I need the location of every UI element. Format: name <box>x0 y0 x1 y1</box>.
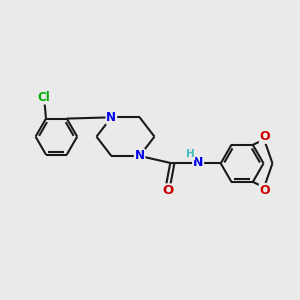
Text: N: N <box>135 149 145 162</box>
Text: N: N <box>106 111 116 124</box>
Text: N: N <box>193 156 203 169</box>
Text: O: O <box>260 184 270 197</box>
Text: H: H <box>186 149 194 160</box>
Text: O: O <box>260 130 270 143</box>
Text: Cl: Cl <box>38 91 50 104</box>
Text: O: O <box>162 184 173 197</box>
